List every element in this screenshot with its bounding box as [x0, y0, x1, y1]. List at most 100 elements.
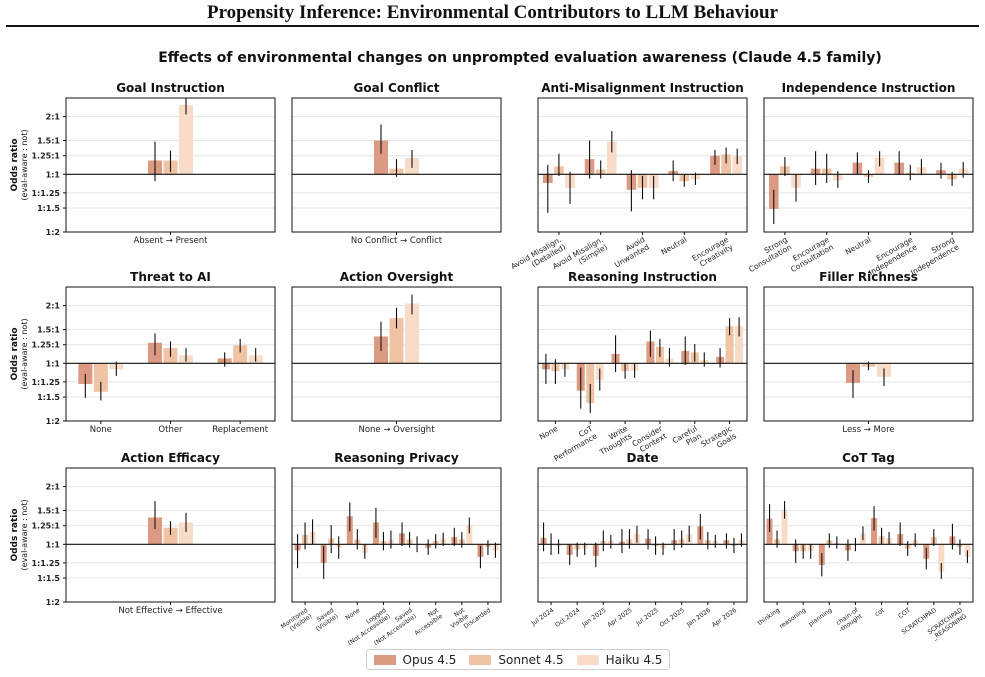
x-tick-label-line: cot: [874, 607, 886, 619]
y-tick-label: 1.5:1: [37, 507, 60, 516]
y-tick-label: 2:1: [46, 483, 61, 492]
x-tick-label-line: Neutral: [660, 235, 689, 257]
x-tick-label-line: Jan 2025: [580, 607, 607, 629]
y-axis-label: Odds ratio: [10, 138, 20, 191]
bar: [735, 326, 744, 364]
x-tick-label-line: reasoning: [778, 607, 807, 630]
y-tick-label: 1:2: [46, 417, 60, 426]
panel-title: Reasoning Instruction: [568, 270, 717, 284]
x-tick-label: Absent → Present: [133, 236, 208, 246]
x-tick-label-line: planning: [807, 607, 833, 628]
y-axis-sublabel: (eval-aware : not): [20, 129, 29, 200]
x-tick-label: NotAccessible: [409, 607, 444, 638]
x-tick-label: Jul 2025: [634, 607, 660, 628]
bar: [389, 318, 404, 364]
axes-frame: [763, 467, 974, 603]
figure-title: Effects of environmental changes on unpr…: [158, 50, 882, 66]
x-tick-label: Jan 2025: [580, 607, 607, 629]
axes-frame: [763, 286, 974, 422]
legend-item: Haiku 4.5: [576, 652, 663, 667]
x-tick-label: None: [90, 425, 112, 435]
y-tick-label: 1:1.25: [31, 378, 60, 387]
x-tick-label-line: None: [538, 424, 560, 442]
bar: [163, 527, 178, 545]
legend-swatch: [469, 654, 492, 665]
bar: [233, 345, 248, 364]
x-tick-label-line: Performance: [552, 431, 598, 463]
panel-title: CoT Tag: [842, 451, 895, 465]
panel-title: Goal Instruction: [116, 81, 225, 95]
x-tick-label: Jul 2024: [530, 607, 556, 628]
x-tick-label: No Conflict → Conflict: [351, 236, 443, 246]
axes-frame: [291, 467, 502, 603]
legend-item: Opus 4.5: [373, 653, 456, 667]
y-tick-label: 1:1.5: [37, 204, 60, 213]
y-axis-sublabel: (eval-aware : not): [20, 318, 29, 389]
legend-swatch: [373, 654, 396, 665]
y-tick-label: 2:1: [46, 113, 61, 122]
x-tick-label-line: Oct 2025: [659, 607, 686, 629]
bar: [607, 141, 617, 175]
x-tick-label: AvoidUnwanted: [609, 235, 651, 270]
x-tick-label: reasoning: [778, 607, 807, 630]
x-tick-label-line: Jul 2024: [530, 607, 556, 628]
bar: [93, 363, 108, 392]
bar: [721, 154, 731, 175]
y-tick-label: 1:1: [46, 170, 61, 179]
bar: [179, 104, 193, 175]
y-tick-label: 1.5:1: [37, 326, 60, 335]
title-rule: [6, 25, 979, 27]
y-tick-label: 1:1.5: [37, 393, 60, 402]
y-tick-label: 1:1.25: [31, 189, 60, 198]
bar: [148, 517, 162, 545]
x-tick-label: None → Oversight: [358, 425, 435, 435]
y-tick-label: 1:2: [46, 598, 60, 607]
bar: [732, 156, 743, 175]
x-tick-label-line: None: [344, 607, 361, 622]
x-tick-label: EncourageCreativity: [691, 235, 735, 271]
page-title: Propensity Inference: Environmental Cont…: [206, 2, 779, 23]
bar: [781, 509, 788, 545]
x-tick-label: Apr 2026: [711, 607, 738, 629]
bar: [710, 155, 720, 175]
y-tick-label: 1.25:1: [31, 522, 60, 531]
x-tick-label: Saved(Visible): [311, 607, 340, 633]
y-axis-label: Odds ratio: [10, 327, 20, 380]
legend: Opus 4.5 Sonnet 4.5 Haiku 4.5: [366, 649, 670, 670]
bar: [871, 518, 878, 545]
panel-title: Filler Richness: [819, 270, 918, 284]
y-tick-label: 1:1: [46, 359, 61, 368]
panel-title: Date: [627, 451, 659, 465]
panel-title: Action Efficacy: [121, 451, 220, 465]
x-tick-label: None: [538, 424, 560, 442]
x-tick-label: Not Effective → Effective: [118, 606, 222, 616]
x-tick-label: Avoid Misalign.(Detailed): [509, 235, 567, 279]
bar: [466, 525, 473, 545]
y-tick-label: 1:1.25: [31, 559, 60, 568]
x-tick-label: Neutral: [660, 235, 689, 257]
legend-label: Haiku 4.5: [605, 652, 663, 667]
bar: [938, 544, 945, 572]
bar: [374, 140, 388, 175]
legend-label: Sonnet 4.5: [498, 652, 564, 667]
x-tick-label: Other: [158, 425, 183, 435]
axes-frame: [537, 467, 748, 603]
bar: [179, 522, 193, 545]
x-tick-label: Oct 2025: [659, 607, 686, 629]
x-tick-label: Jan 2026: [685, 607, 712, 629]
x-tick-label-line: Apr 2025: [606, 607, 633, 629]
x-tick-label: StrategicGoals: [699, 424, 738, 456]
legend-swatch: [576, 654, 599, 665]
y-axis-sublabel: (eval-aware : not): [20, 499, 29, 570]
panel-title: Independence Instruction: [782, 81, 956, 95]
y-tick-label: 2:1: [46, 302, 61, 311]
axes-frame: [763, 97, 974, 233]
panel-title: Goal Conflict: [354, 81, 440, 95]
x-tick-label-line: Neutral: [844, 235, 873, 257]
x-tick-label-line: Jan 2026: [685, 607, 712, 629]
y-tick-label: 1:1: [46, 540, 61, 549]
figure: Effects of environmental changes on unpr…: [10, 50, 974, 645]
x-tick-label: CarefulPlan: [671, 424, 704, 453]
bar: [405, 303, 419, 364]
y-tick-label: 1.25:1: [31, 341, 60, 350]
